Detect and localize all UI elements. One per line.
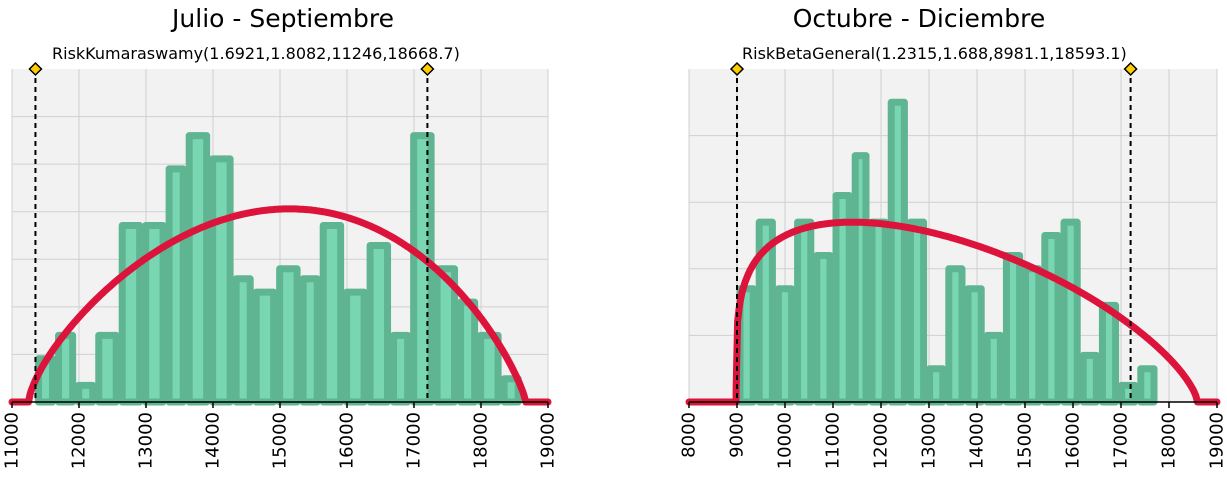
delimiter-diamond xyxy=(420,61,435,77)
histogram-bar xyxy=(868,218,889,406)
histogram-bar xyxy=(794,218,815,406)
distribution-label: RiskKumaraswamy(1.6921,1.8082,11246,1866… xyxy=(52,44,460,63)
histogram-bar xyxy=(457,298,479,406)
histogram-bar xyxy=(887,98,908,406)
x-tick-label: 12000 xyxy=(871,412,892,469)
histogram-bar xyxy=(832,192,853,406)
histogram-bar xyxy=(55,331,77,406)
histogram-bar xyxy=(165,165,187,406)
histogram-bar xyxy=(366,241,392,406)
x-tick-label: 11000 xyxy=(2,412,23,469)
x-tick-label: 11000 xyxy=(823,412,844,469)
histogram-bar xyxy=(390,331,412,406)
histogram-bar xyxy=(1022,265,1043,406)
histogram-bar xyxy=(983,331,1004,406)
histogram-bar xyxy=(1060,218,1081,406)
x-tick-label: 19000 xyxy=(1207,412,1227,469)
x-axis: 8000 9000 10000 11000 12000 13000 14000 15000 16… xyxy=(679,401,1227,469)
delimiter-markers xyxy=(28,61,435,402)
x-tick-label: 12000 xyxy=(69,412,90,469)
x-tick-label: 9000 xyxy=(727,412,748,458)
x-tick-label: 17000 xyxy=(404,412,425,469)
x-tick-label: 15000 xyxy=(270,412,291,469)
histogram-bar xyxy=(252,288,278,406)
histogram-bar xyxy=(95,331,120,406)
histogram-bar xyxy=(1079,351,1100,406)
histogram-bar xyxy=(926,365,947,406)
distribution-label: RiskBetaGeneral(1.2315,1.688,8981.1,1859… xyxy=(742,44,1127,63)
fitted-distribution-curve xyxy=(8,205,552,406)
histogram-bar xyxy=(964,285,985,406)
histogram-bar xyxy=(232,275,254,406)
histogram-chart: 8000 9000 10000 11000 12000 13000 14000 15000 16… xyxy=(679,61,1227,469)
x-tick-label: 18000 xyxy=(1159,412,1180,469)
histogram-bar xyxy=(1041,232,1062,406)
histogram-bar xyxy=(299,275,321,406)
histogram-bar xyxy=(75,381,97,406)
histogram-bar xyxy=(343,288,368,406)
histogram-bar xyxy=(1002,251,1024,406)
fitted-distribution-curve xyxy=(685,218,1221,406)
histogram-bar xyxy=(1137,365,1158,406)
chart-panel-left: Julio - Septiembre RiskKumaraswamy(1.692… xyxy=(0,0,560,478)
x-tick-label: 15000 xyxy=(1015,412,1036,469)
histogram-chart: 11000 12000 13000 14000 15000 16000 17000 18000… xyxy=(2,61,559,469)
histogram-bar xyxy=(813,251,834,406)
histogram-bar xyxy=(319,222,345,406)
delimiter-markers xyxy=(729,61,1138,402)
histogram-bar xyxy=(945,265,966,406)
histogram-bar xyxy=(851,152,870,406)
delimiter-diamond xyxy=(28,61,43,77)
x-axis: 11000 12000 13000 14000 15000 16000 17000 18000… xyxy=(2,401,559,469)
histogram-bar xyxy=(185,132,211,406)
x-tick-label: 19000 xyxy=(538,412,559,469)
histogram-bar xyxy=(276,265,301,406)
x-tick-label: 13000 xyxy=(136,412,157,469)
x-tick-label: 16000 xyxy=(337,412,358,469)
x-tick-label: 14000 xyxy=(203,412,224,469)
x-tick-label: 17000 xyxy=(1111,412,1132,469)
chart-title: Octubre - Diciembre xyxy=(792,4,1046,33)
histogram-bar xyxy=(1118,381,1139,406)
x-tick-label: 16000 xyxy=(1063,412,1084,469)
x-tick-label: 10000 xyxy=(775,412,796,469)
histogram-bar xyxy=(774,285,796,406)
chart-panel-right: Octubre - Diciembre RiskBetaGeneral(1.23… xyxy=(660,0,1227,478)
chart-title: Julio - Septiembre xyxy=(172,4,394,33)
histogram-bar xyxy=(1098,301,1120,406)
x-tick-label: 13000 xyxy=(919,412,940,469)
x-tick-label: 18000 xyxy=(471,412,492,469)
x-tick-label: 8000 xyxy=(679,412,700,458)
delimiter-diamond xyxy=(729,61,745,77)
delimiter-diamond xyxy=(1123,61,1138,77)
histogram-bars xyxy=(34,132,522,406)
x-tick-label: 14000 xyxy=(967,412,988,469)
histogram-bar xyxy=(118,222,144,406)
histogram-bar xyxy=(906,218,928,406)
histogram-bar xyxy=(410,132,435,406)
histogram-bar xyxy=(209,155,234,406)
